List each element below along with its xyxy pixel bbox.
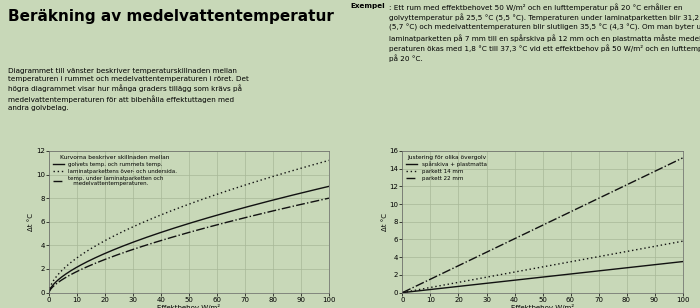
- X-axis label: Effektbehov W/m²: Effektbehov W/m²: [511, 304, 574, 308]
- Text: : Ett rum med effektbehovet 50 W/m² och en lufttemperatur på 20 °C erhåller en
g: : Ett rum med effektbehovet 50 W/m² och …: [389, 3, 700, 62]
- Legend: golvets temp. och rummets temp., laminatparkettens över- och undersida., temp. u: golvets temp. och rummets temp., laminat…: [52, 154, 178, 188]
- Text: Beräkning av medelvattentemperatur: Beräkning av medelvattentemperatur: [8, 9, 335, 24]
- Text: Diagrammet till vänster beskriver temperaturskillnaden mellan
temperaturen i rum: Diagrammet till vänster beskriver temper…: [8, 68, 249, 111]
- Legend: spårskiva + plastmatta, parkett 14 mm, parkett 22 mm: spårskiva + plastmatta, parkett 14 mm, p…: [405, 154, 488, 182]
- X-axis label: Effektbehov W/m²: Effektbehov W/m²: [158, 304, 220, 308]
- Text: Exempel: Exempel: [350, 3, 384, 9]
- Y-axis label: Δt °C: Δt °C: [29, 213, 34, 231]
- Y-axis label: Δt °C: Δt °C: [382, 213, 388, 231]
